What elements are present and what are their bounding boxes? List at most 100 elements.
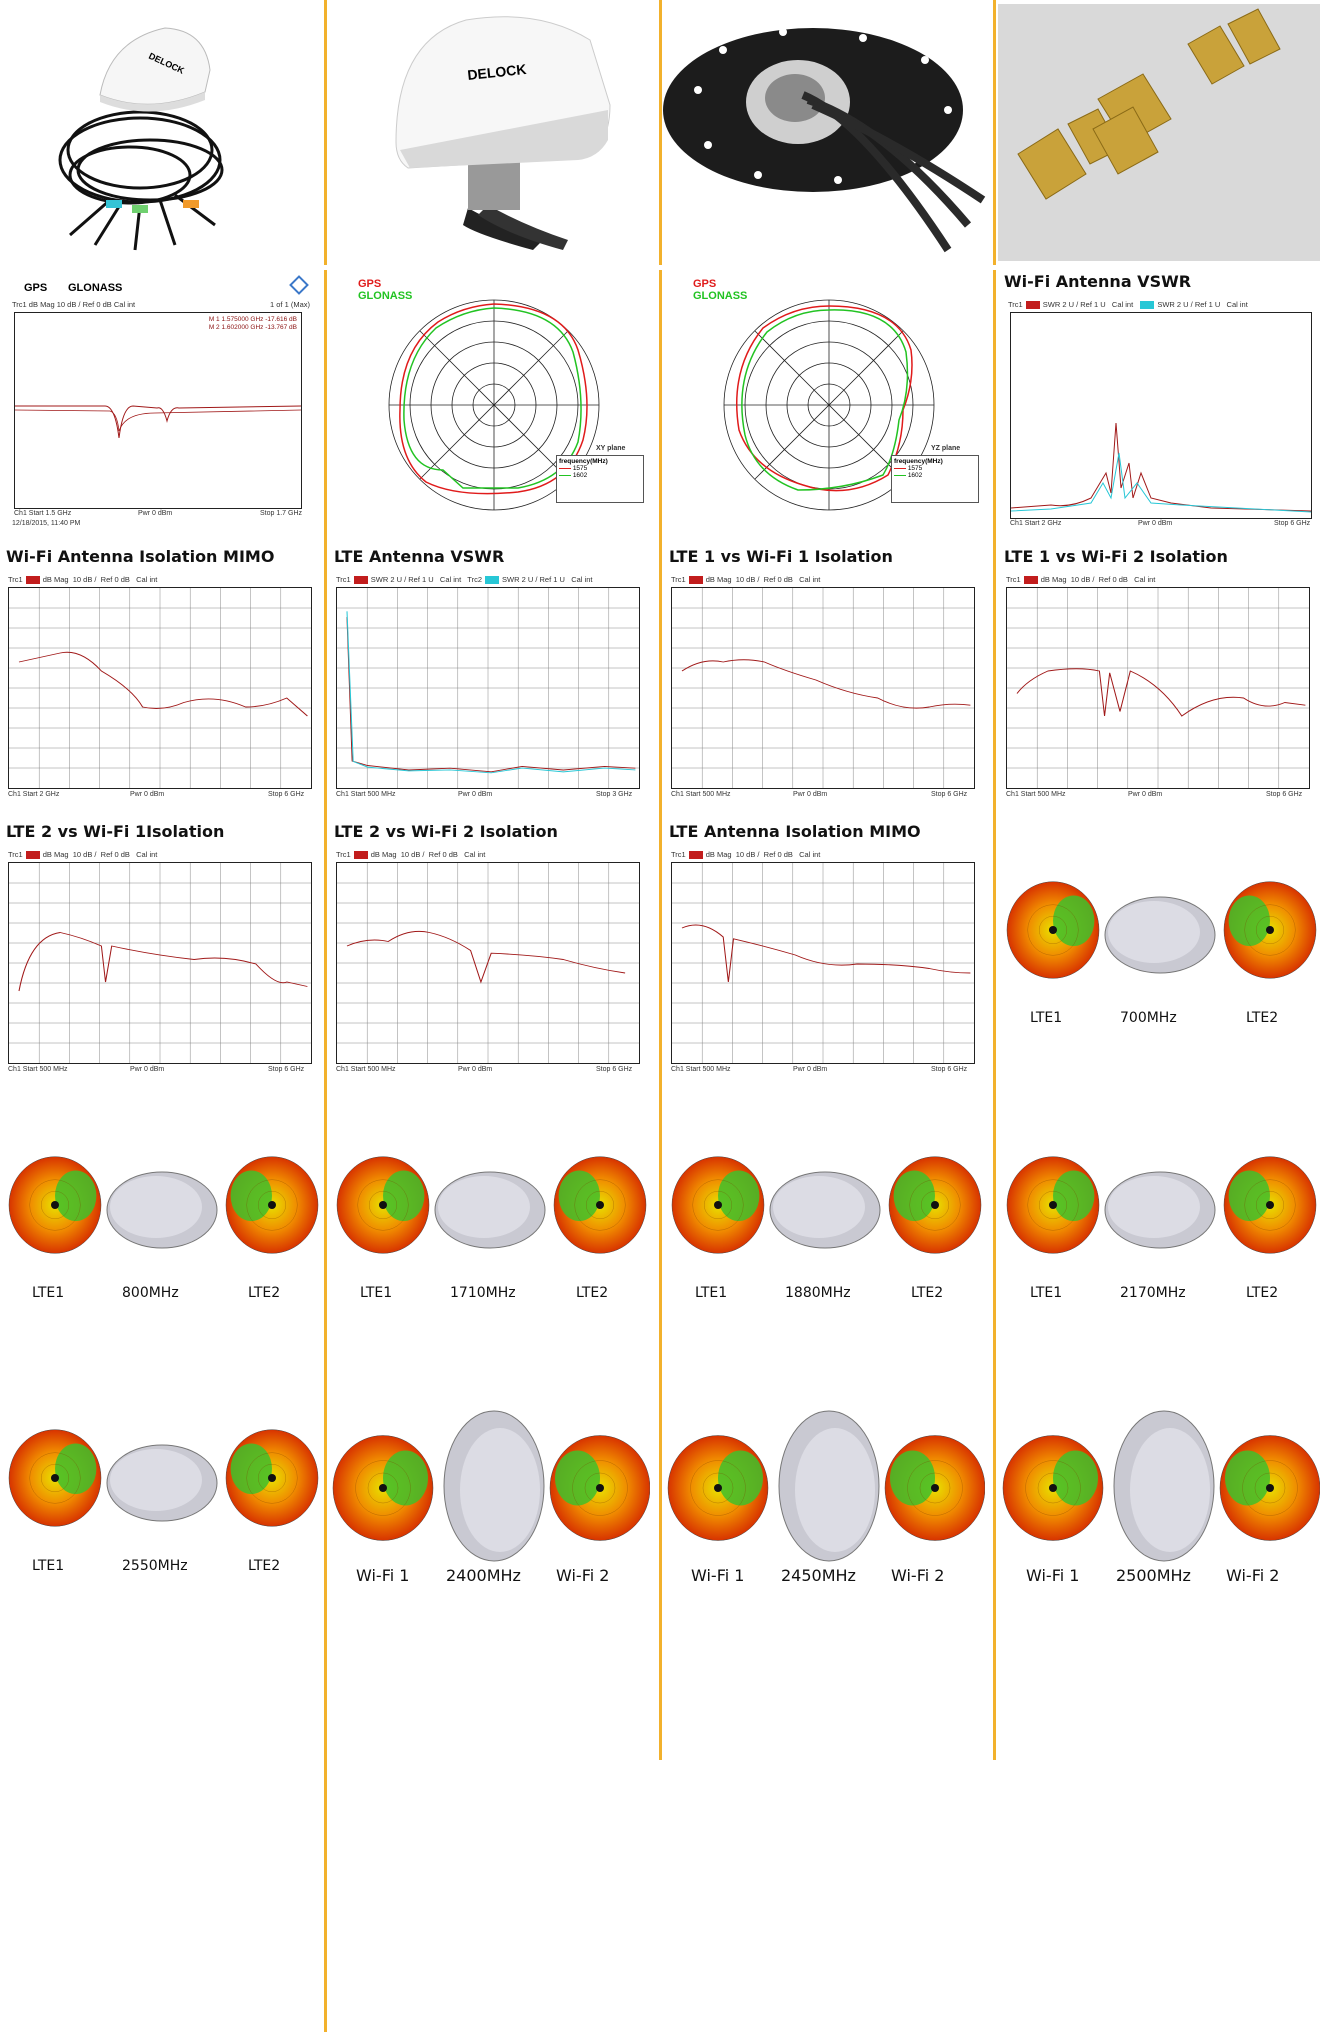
- trace-plot: [671, 587, 975, 789]
- chart-stop: Stop 6 GHz: [931, 791, 968, 798]
- pattern-panel: Wi-Fi 1 2500MHz Wi-Fi 2: [998, 1408, 1320, 1638]
- pattern-left-label: LTE1: [1030, 1010, 1063, 1026]
- pattern-left-label: LTE1: [360, 1285, 393, 1301]
- product-photo-cables: DELOCK: [0, 0, 322, 265]
- isolation-chart: LTE Antenna VSWR Trc1 SWR 2 U / Ref 1 U C…: [328, 545, 648, 810]
- trace-svg: [1007, 588, 1309, 788]
- plane-label: XY plane: [596, 445, 626, 452]
- pattern-right-label: Wi-Fi 2: [556, 1566, 610, 1585]
- pattern-right-label: Wi-Fi 2: [1226, 1566, 1280, 1585]
- trace-plot: [671, 862, 975, 1064]
- trace-svg: [9, 588, 311, 788]
- pattern-frequency: 700MHz: [1120, 1010, 1177, 1026]
- pattern-svg: [1006, 1156, 1317, 1254]
- chart-title: Wi-Fi Antenna Isolation MIMO: [6, 547, 275, 566]
- pattern-frequency: 2550MHz: [122, 1558, 188, 1574]
- wifi-vswr-chart: Wi-Fi Antenna VSWR Trc1 SWR 2 U / Ref 1 U…: [998, 270, 1320, 535]
- pattern-svg: [1006, 881, 1317, 979]
- pattern-svg: [667, 1410, 985, 1562]
- chart-title: LTE 1 vs Wi-Fi 1 Isolation: [669, 547, 893, 566]
- trace-plot: [336, 862, 640, 1064]
- trace-svg: [672, 863, 974, 1063]
- separator: [324, 0, 327, 265]
- pattern-left-label: LTE1: [32, 1558, 65, 1574]
- polar-yz-chart: GPS GLONASS frequency(MHz) 1575 1602 YZ …: [663, 270, 991, 535]
- trace-plot: [8, 862, 312, 1064]
- chart-stop: Stop 6 GHz: [931, 1066, 968, 1073]
- pattern-right-label: LTE2: [248, 1558, 281, 1574]
- trace-svg: [337, 863, 639, 1063]
- pattern-left-label: LTE1: [1030, 1285, 1063, 1301]
- chart-start: Ch1 Start 500 MHz: [1006, 791, 1066, 798]
- pattern-frequency: 800MHz: [122, 1285, 179, 1301]
- pattern-frequency: 1710MHz: [450, 1285, 516, 1301]
- separator: [659, 0, 662, 265]
- gps-label: GPS: [693, 278, 717, 290]
- chart-stop: Stop 6 GHz: [1266, 791, 1303, 798]
- pattern-right-label: LTE2: [576, 1285, 609, 1301]
- pattern-svg: [8, 1156, 319, 1254]
- chart-start: Ch1 Start 2 GHz: [8, 791, 60, 798]
- isolation-chart: LTE 2 vs Wi-Fi 1Isolation Trc1 dB Mag 10 …: [0, 820, 320, 1085]
- pattern-frequency: 2400MHz: [446, 1566, 521, 1585]
- pattern-left-label: LTE1: [695, 1285, 728, 1301]
- plane-label: YZ plane: [931, 445, 961, 452]
- chart-stop: Stop 6 GHz: [1274, 520, 1311, 527]
- chart-date: 12/18/2015, 11:40 PM: [12, 520, 81, 527]
- chart-header: Trc1 dB Mag 10 dB / Ref 0 dB Cal int: [671, 850, 821, 860]
- separator: [324, 270, 327, 2032]
- gps-label: GPS: [24, 282, 48, 294]
- chart-start: Ch1 Start 2 GHz: [1010, 520, 1062, 527]
- isolation-chart: LTE 1 vs Wi-Fi 1 Isolation Trc1 dB Mag 10…: [663, 545, 983, 810]
- trace-plot: [1006, 587, 1310, 789]
- chart-start: Ch1 Start 1.5 GHz: [14, 510, 72, 517]
- chart-header: Trc1 SWR 2 U / Ref 1 U Cal int Trc2 SWR 2 …: [336, 575, 593, 585]
- glonass-label: GLONASS: [693, 290, 748, 302]
- chart-power: Pwr 0 dBm: [1128, 791, 1163, 798]
- separator: [993, 0, 996, 265]
- chart-header: Trc1 dB Mag 10 dB / Ref 0 dB Cal int: [336, 850, 486, 860]
- pattern-frequency: 2170MHz: [1120, 1285, 1186, 1301]
- chart-start: Ch1 Start 500 MHz: [336, 791, 396, 798]
- chart-stop: Stop 6 GHz: [268, 791, 305, 798]
- chart-title: LTE Antenna Isolation MIMO: [669, 822, 921, 841]
- chart-stop: Stop 6 GHz: [268, 1066, 305, 1073]
- chart-power: Pwr 0 dBm: [138, 510, 173, 517]
- pattern-right-label: LTE2: [911, 1285, 944, 1301]
- pattern-svg: [332, 1410, 650, 1562]
- polar-legend: frequency(MHz) 1575 1602: [556, 455, 644, 503]
- pattern-svg: [336, 1156, 647, 1254]
- chart-power: Pwr 0 dBm: [458, 791, 493, 798]
- trace-svg: [9, 863, 311, 1063]
- pattern-panel: LTE1 2550MHz LTE2: [0, 1408, 322, 1638]
- legend-title: frequency(MHz): [894, 458, 943, 465]
- pattern-frequency: 2450MHz: [781, 1566, 856, 1585]
- page-indicator: 1 of 1 (Max): [270, 300, 311, 309]
- chart-power: Pwr 0 dBm: [1138, 520, 1173, 527]
- pattern-panel: LTE1 800MHz LTE2: [0, 1135, 322, 1365]
- pattern-left-label: Wi-Fi 1: [1026, 1566, 1080, 1585]
- legend-1602: 1602: [572, 472, 588, 479]
- chart-power: Pwr 0 dBm: [130, 791, 165, 798]
- pattern-right-label: LTE2: [1246, 1285, 1279, 1301]
- marker-m1: M 1 1.575000 GHz -17.616 dB: [208, 316, 297, 323]
- gps-label: GPS: [358, 278, 382, 290]
- polar-legend: frequency(MHz) 1575 1602: [891, 455, 979, 503]
- glonass-label: GLONASS: [68, 282, 123, 294]
- trace-plot: [8, 587, 312, 789]
- chart-title: LTE 2 vs Wi-Fi 1Isolation: [6, 822, 225, 841]
- isolation-chart: Wi-Fi Antenna Isolation MIMO Trc1 dB Mag …: [0, 545, 320, 810]
- chart-power: Pwr 0 dBm: [130, 1066, 165, 1073]
- pattern-panel: Wi-Fi 1 2450MHz Wi-Fi 2: [663, 1408, 985, 1638]
- chart-start: Ch1 Start 500 MHz: [671, 791, 731, 798]
- pattern-panel: LTE1 2170MHz LTE2: [998, 1135, 1320, 1365]
- legend-1575: 1575: [572, 465, 588, 472]
- polar-plot: [388, 299, 600, 511]
- pattern-panel: LTE1 1710MHz LTE2: [328, 1135, 650, 1365]
- isolation-chart: LTE Antenna Isolation MIMO Trc1 dB Mag 10…: [663, 820, 983, 1085]
- chart-header: Trc1 dB Mag 10 dB / Ref 0 dB Cal int: [8, 575, 158, 585]
- vswr-plot: [1010, 312, 1312, 519]
- chart-power: Pwr 0 dBm: [793, 791, 828, 798]
- chart-stop: Stop 6 GHz: [596, 1066, 633, 1073]
- chart-power: Pwr 0 dBm: [458, 1066, 493, 1073]
